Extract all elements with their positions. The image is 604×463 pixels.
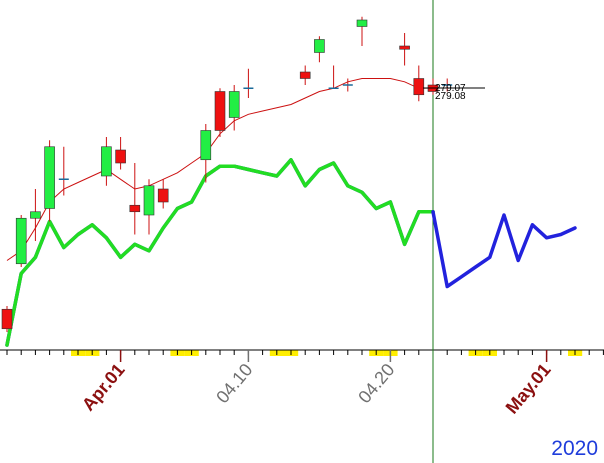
candle-body	[356, 19, 368, 27]
candle-body	[413, 78, 425, 96]
x-tick-labels: Apr.01 04.10 04.20 May.01	[78, 350, 555, 418]
series-line	[431, 210, 577, 289]
candle-body	[228, 91, 240, 118]
candle	[15, 215, 27, 267]
candle-body	[143, 185, 155, 216]
candle	[314, 36, 325, 63]
candle	[44, 140, 55, 222]
candle	[228, 85, 240, 131]
candle-body	[101, 146, 112, 177]
x-tick-label: 04.10	[212, 360, 256, 407]
candle	[58, 146, 69, 196]
series-line	[5, 158, 435, 347]
candle-body	[399, 45, 410, 50]
candle-body	[299, 71, 311, 79]
candle	[30, 189, 41, 241]
year-label: 2020	[551, 437, 598, 460]
candlesticks	[1, 16, 453, 332]
candle	[243, 68, 254, 98]
candle	[143, 179, 155, 235]
candle	[299, 65, 311, 85]
candle-body	[129, 204, 141, 213]
x-tick-label: 04.20	[354, 360, 398, 407]
candle-body	[214, 91, 226, 131]
candle	[342, 78, 353, 92]
candle	[115, 137, 126, 170]
x-tick-label: May.01	[502, 360, 555, 418]
candle-body	[200, 130, 212, 161]
candle	[101, 137, 112, 186]
candle	[399, 33, 410, 66]
trend-series	[5, 158, 577, 347]
candle	[1, 306, 13, 332]
candle	[200, 124, 212, 183]
candle-body	[115, 149, 126, 164]
series-line	[5, 158, 435, 347]
price-label: 279.07	[435, 83, 466, 94]
candle	[214, 88, 226, 137]
weekend-highlights	[71, 350, 583, 356]
price-label: 279.08	[435, 91, 466, 102]
candle-body	[314, 39, 325, 53]
candle	[442, 78, 453, 92]
candle-body	[1, 308, 13, 330]
candle	[157, 179, 169, 209]
candle-body	[15, 217, 27, 265]
candle	[328, 65, 339, 89]
candle	[413, 65, 425, 102]
x-axis	[0, 349, 604, 355]
candle	[356, 16, 368, 46]
candle-body	[44, 146, 55, 209]
candle-body	[157, 188, 169, 203]
candle-body	[30, 211, 41, 219]
x-tick-label: Apr.01	[78, 360, 129, 415]
candle	[129, 163, 141, 235]
